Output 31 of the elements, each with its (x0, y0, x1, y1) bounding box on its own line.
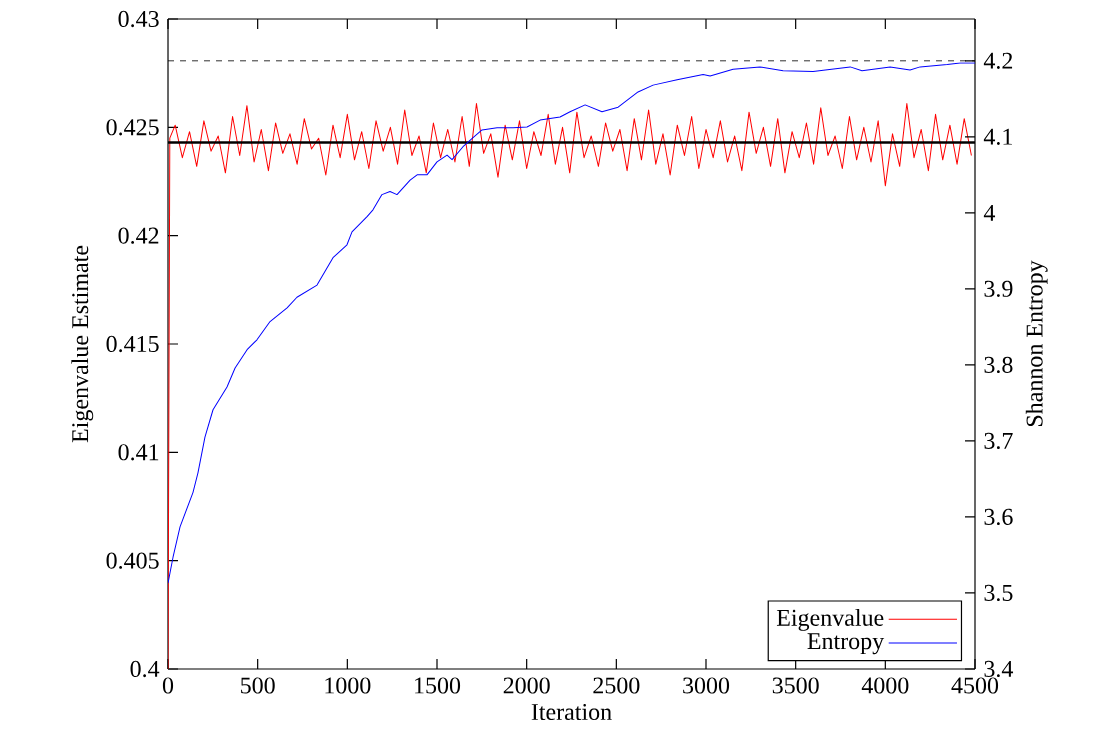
y-tick-label: 0.415 (106, 335, 159, 353)
y2-tick-label: 3.6 (984, 508, 1013, 526)
x-tick-label: 0 (162, 677, 174, 694)
y2-tick-label: 4.2 (983, 52, 1013, 69)
y-tick-label: 0.425 (106, 119, 159, 136)
x-tick-label: 2500 (593, 677, 640, 694)
y2-tick-label: 3.7 (984, 432, 1013, 450)
y-tick-label: 0.43 (118, 10, 159, 28)
y2-tick-label: 3.8 (984, 356, 1013, 374)
x-tick-label: 3500 (772, 677, 819, 694)
y2-tick-label: 3.9 (984, 280, 1013, 297)
y2-tick-label: 3.4 (984, 660, 1014, 678)
y-axis-title: Eigenvalue Estimate (71, 245, 94, 443)
x-tick-label: 3000 (683, 677, 730, 694)
y-tick-label: 0.405 (106, 552, 159, 569)
x-axis-title: Iteration (531, 703, 612, 721)
x-tick-label: 1500 (415, 677, 461, 694)
x-tick-label: 2000 (503, 677, 550, 694)
y-tick-label: 0.4 (130, 660, 160, 678)
y2-tick-label: 3.5 (984, 584, 1013, 602)
legend-label: Eigenvalue (776, 609, 884, 631)
y-tick-label: 0.41 (118, 444, 159, 461)
y2-tick-label: 4.1 (983, 128, 1012, 145)
y-tick-label: 0.42 (118, 227, 159, 244)
legend-label: Entropy (807, 633, 885, 655)
x-tick-label: 4000 (861, 677, 909, 694)
x-tick-label: 4500 (951, 677, 999, 694)
y2-axis-title: Shannon Entropy (1025, 260, 1048, 427)
x-tick-label: 500 (241, 677, 275, 694)
x-tick-label: 1000 (325, 677, 371, 694)
y2-tick-label: 4 (983, 204, 996, 221)
